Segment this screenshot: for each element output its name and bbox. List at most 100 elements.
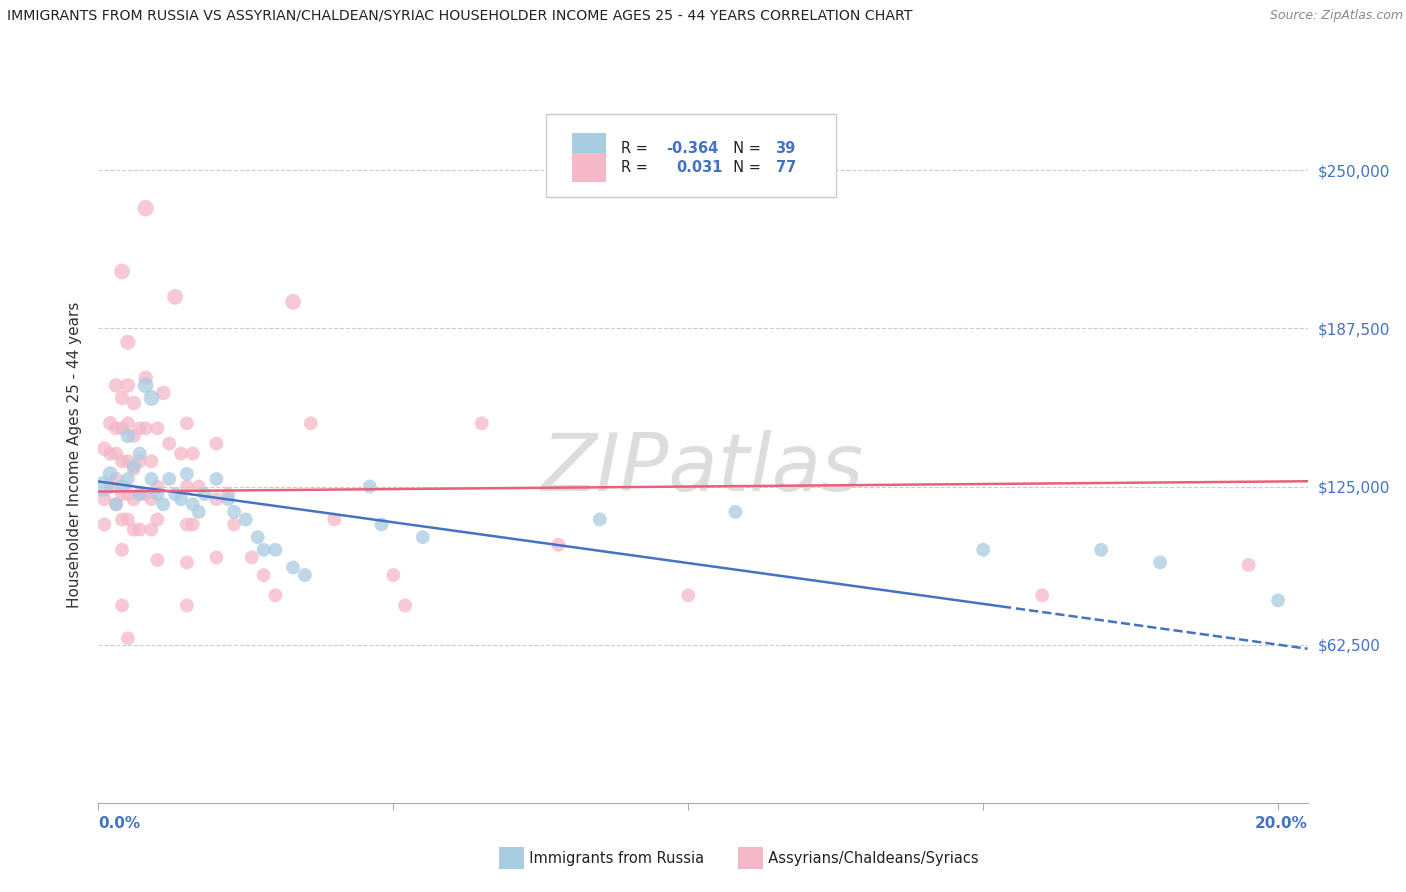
Point: [240, 550, 263, 565]
Point: [176, 556, 198, 570]
Point: [205, 472, 228, 486]
Point: [146, 421, 169, 435]
Point: [1267, 593, 1289, 607]
Point: [117, 454, 139, 468]
Point: [117, 487, 139, 501]
Point: [117, 335, 139, 350]
Point: [222, 505, 245, 519]
Point: [294, 568, 316, 582]
Point: [176, 479, 198, 493]
Point: [370, 517, 392, 532]
Point: [111, 542, 134, 557]
Point: [135, 378, 157, 392]
Point: [181, 497, 204, 511]
Point: [122, 429, 145, 443]
Point: [547, 538, 569, 552]
Point: [281, 294, 304, 309]
Text: 0.031: 0.031: [676, 160, 723, 175]
Text: 39: 39: [776, 141, 796, 155]
Point: [135, 487, 157, 501]
Point: [128, 487, 150, 501]
Point: [205, 492, 228, 507]
Point: [678, 588, 700, 602]
Point: [181, 517, 204, 532]
Text: ZIPatlas: ZIPatlas: [541, 430, 865, 508]
Point: [724, 505, 747, 519]
FancyBboxPatch shape: [572, 134, 606, 162]
Y-axis label: Householder Income Ages 25 - 44 years: Householder Income Ages 25 - 44 years: [67, 301, 83, 608]
Text: IMMIGRANTS FROM RUSSIA VS ASSYRIAN/CHALDEAN/SYRIAC HOUSEHOLDER INCOME AGES 25 - : IMMIGRANTS FROM RUSSIA VS ASSYRIAN/CHALD…: [7, 9, 912, 23]
Point: [264, 588, 287, 602]
Point: [111, 391, 134, 405]
Point: [1031, 588, 1053, 602]
Point: [412, 530, 434, 544]
Point: [299, 417, 322, 431]
Point: [122, 523, 145, 537]
Point: [146, 512, 169, 526]
Point: [157, 436, 180, 450]
Point: [93, 517, 115, 532]
Point: [1090, 542, 1112, 557]
Point: [111, 421, 134, 435]
Point: [222, 517, 245, 532]
Point: [141, 391, 163, 405]
Point: [323, 512, 346, 526]
Point: [1149, 556, 1171, 570]
Point: [93, 442, 115, 456]
Text: 20.0%: 20.0%: [1254, 816, 1308, 831]
Point: [246, 530, 269, 544]
Point: [205, 436, 228, 450]
Point: [1237, 558, 1260, 572]
Point: [128, 454, 150, 468]
Point: [135, 370, 157, 384]
Point: [128, 447, 150, 461]
Point: [117, 632, 139, 646]
Point: [111, 264, 134, 278]
Point: [111, 512, 134, 526]
Point: [117, 378, 139, 392]
Point: [91, 479, 114, 493]
Point: [152, 497, 174, 511]
Point: [181, 447, 204, 461]
Point: [117, 512, 139, 526]
Text: 0.0%: 0.0%: [98, 816, 141, 831]
Point: [176, 417, 198, 431]
Point: [176, 517, 198, 532]
Text: Source: ZipAtlas.com: Source: ZipAtlas.com: [1270, 9, 1403, 22]
Point: [141, 454, 163, 468]
Point: [252, 568, 274, 582]
Point: [176, 599, 198, 613]
Point: [165, 487, 187, 501]
Point: [105, 447, 128, 461]
Point: [105, 421, 128, 435]
Point: [217, 487, 239, 501]
Point: [187, 505, 209, 519]
Point: [141, 472, 163, 486]
Point: [170, 447, 193, 461]
Point: [111, 454, 134, 468]
Text: R =: R =: [621, 160, 657, 175]
Point: [117, 429, 139, 443]
Point: [146, 487, 169, 501]
Point: [135, 201, 157, 215]
Text: N =: N =: [724, 160, 765, 175]
Text: N =: N =: [724, 141, 765, 155]
Point: [128, 487, 150, 501]
Point: [170, 492, 193, 507]
Point: [152, 386, 174, 401]
Point: [111, 479, 134, 493]
Point: [117, 472, 139, 486]
Point: [98, 479, 121, 493]
Point: [359, 479, 381, 493]
Point: [217, 492, 239, 507]
Point: [972, 542, 994, 557]
Point: [111, 487, 134, 501]
Text: Immigrants from Russia: Immigrants from Russia: [520, 851, 704, 865]
Point: [105, 378, 128, 392]
Point: [264, 542, 287, 557]
FancyBboxPatch shape: [572, 153, 606, 182]
Text: Assyrians/Chaldeans/Syriacs: Assyrians/Chaldeans/Syriacs: [759, 851, 979, 865]
Point: [122, 459, 145, 474]
Point: [122, 492, 145, 507]
Point: [122, 462, 145, 476]
